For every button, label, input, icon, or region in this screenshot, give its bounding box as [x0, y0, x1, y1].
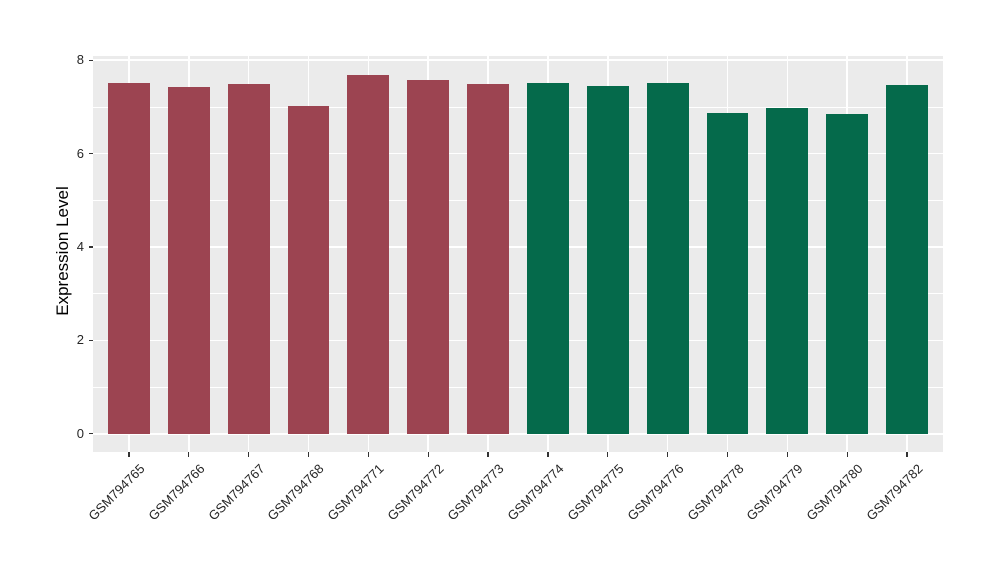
x-tick-mark: [667, 452, 669, 457]
minor-gridline: [93, 106, 943, 108]
x-tick-label: GSM794775: [564, 461, 627, 524]
bar-GSM794779: [766, 107, 809, 434]
y-tick-mark: [88, 246, 93, 248]
x-tick-label: GSM794773: [444, 461, 507, 524]
x-tick-mark: [846, 452, 848, 457]
x-tick-label: GSM794779: [743, 461, 806, 524]
y-tick-label: 4: [76, 238, 84, 254]
bar-GSM794776: [646, 82, 689, 434]
minor-gridline: [93, 386, 943, 388]
y-tick-mark: [88, 433, 93, 435]
major-gridline: [93, 59, 943, 61]
y-tick-label: 6: [76, 145, 84, 161]
x-tick-label: GSM794767: [205, 461, 268, 524]
bar-GSM794765: [107, 82, 150, 434]
x-tick-mark: [367, 452, 369, 457]
bar-GSM794767: [227, 83, 270, 434]
x-tick-label: GSM794778: [683, 461, 747, 524]
major-gridline: [93, 433, 943, 435]
x-tick-mark: [427, 452, 429, 457]
bar-GSM794773: [467, 83, 509, 434]
x-tick-mark: [547, 452, 549, 457]
bar-GSM794766: [167, 86, 210, 434]
x-tick-label: GSM794771: [324, 461, 387, 524]
bar-GSM794782: [886, 85, 929, 434]
bar-GSM794771: [347, 74, 390, 434]
x-tick-label: GSM794774: [504, 461, 567, 524]
x-tick-label: GSM794780: [803, 461, 866, 524]
x-tick-mark: [128, 452, 130, 457]
x-tick-label: GSM794765: [85, 461, 148, 524]
plot-panel: [93, 56, 943, 452]
y-tick-label: 2: [76, 332, 84, 348]
x-tick-mark: [607, 452, 609, 457]
y-tick-label: 8: [76, 52, 84, 68]
bar-GSM794774: [526, 82, 569, 434]
y-tick-label: 0: [76, 425, 84, 441]
minor-gridline: [93, 293, 943, 295]
x-tick-mark: [248, 452, 250, 457]
bar-GSM794780: [826, 114, 869, 434]
x-tick-label: GSM794776: [624, 461, 687, 524]
y-tick-mark: [88, 339, 93, 341]
y-tick-mark: [88, 152, 93, 155]
major-gridline: [93, 339, 943, 342]
major-gridline: [93, 246, 943, 248]
bar-GSM794768: [287, 106, 330, 434]
x-tick-label: GSM794768: [264, 461, 328, 524]
x-tick-mark: [307, 452, 310, 457]
y-tick-mark: [88, 59, 93, 61]
bar-GSM794772: [407, 80, 450, 434]
x-tick-mark: [906, 452, 908, 457]
minor-gridline: [93, 199, 943, 201]
x-tick-mark: [786, 452, 788, 457]
x-tick-label: GSM794772: [384, 461, 447, 524]
bar-GSM794775: [586, 86, 629, 434]
x-tick-mark: [487, 452, 489, 457]
x-tick-label: GSM794766: [145, 461, 208, 524]
x-tick-mark: [188, 452, 190, 457]
major-gridline: [93, 152, 943, 155]
bar-GSM794778: [706, 113, 749, 434]
x-tick-label: GSM794782: [863, 461, 926, 524]
x-tick-mark: [726, 452, 729, 457]
